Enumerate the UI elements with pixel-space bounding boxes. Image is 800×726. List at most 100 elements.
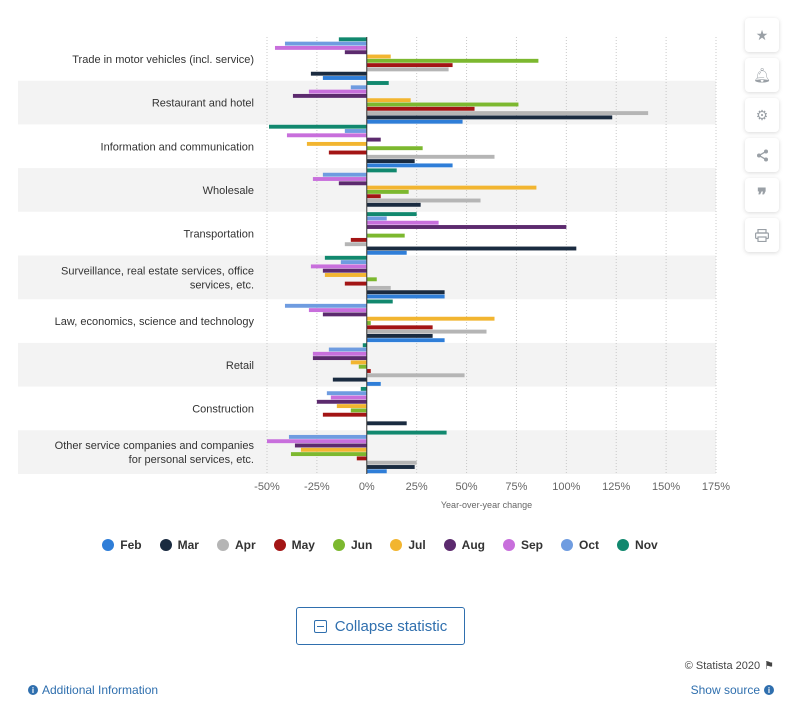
legend-label: Oct [579,538,600,552]
category-label: Law, economics, science and technology [55,316,255,328]
legend-marker [443,539,456,551]
legend-label: May [291,538,315,552]
bar [366,163,453,168]
bar [344,50,367,55]
collapse-statistic-button[interactable]: Collapse statistic [296,607,465,645]
bar [366,67,449,72]
legend-marker [503,539,515,551]
flag-icon: ⚑ [764,660,774,672]
bar [338,181,367,186]
show-source-label: Show source [690,683,760,697]
bar [366,102,519,107]
bar [366,168,397,173]
legend-label: Nov [635,538,658,552]
legend-item[interactable]: Apr [216,538,256,552]
category-label: Wholesale [203,185,254,197]
print-icon [755,228,769,242]
legend-marker [617,539,630,551]
info-icon: i [28,685,38,695]
bar [316,399,367,404]
legend-item[interactable]: Aug [443,538,485,552]
bar [362,343,367,348]
bar [322,76,367,80]
legend-item[interactable]: Mar [159,538,199,552]
bar [350,85,367,90]
legend-item[interactable]: Jun [332,538,373,552]
bar [332,377,367,382]
bar [366,202,421,207]
legend-label: Sep [521,538,544,552]
settings-button[interactable]: ⚙ [745,98,779,132]
bar [366,321,371,325]
share-button[interactable] [745,138,779,172]
bar [366,159,415,164]
print-button[interactable] [745,218,779,252]
legend-marker [390,539,403,551]
legend-item[interactable]: May [273,538,315,552]
legend-label: Jul [408,538,426,552]
bar [366,294,445,299]
bar [350,360,367,365]
legend-item[interactable]: Oct [561,538,599,552]
bar [330,395,367,400]
legend-label: Feb [120,538,142,552]
bar [366,189,409,194]
credit-text: © Statista 2020 [684,659,761,672]
favorite-button[interactable]: ★ [745,18,779,52]
bar [306,141,367,146]
legend-label: Aug [461,538,485,552]
additional-information-link[interactable]: i Additional Information [28,683,158,697]
bar [308,308,367,313]
bar [310,71,367,76]
legend-label: Jun [350,538,373,552]
bar [366,146,423,151]
legend-item[interactable]: Jul [390,538,426,552]
legend-item[interactable]: Feb [102,538,142,552]
notification-button[interactable]: 🔔︎ [745,58,779,92]
bar [326,391,367,396]
category-label: Surveillance, real estate services, offi… [61,265,254,277]
bar [366,250,407,255]
bar [288,434,367,439]
bar [366,290,445,295]
bar [338,37,367,42]
bar [366,369,371,373]
bar [366,216,387,221]
category-label: services, etc. [190,279,254,291]
bar [322,312,367,317]
x-tick-label: 150% [652,481,680,493]
chart: -50% -25% 0% 25% 50% 75% 100% 125% 150% 175% Trade… [18,37,730,510]
bar [366,198,481,203]
bar [366,465,415,469]
bar [366,212,417,217]
bar [360,386,367,391]
legend-item[interactable]: Sep [503,538,543,552]
bar [322,172,367,177]
bar [312,177,367,181]
bar [366,277,377,282]
category-label: Transportation [183,229,254,241]
x-tick-label: 75% [505,481,527,493]
bar [344,129,367,133]
quote-icon: ❞ [757,184,767,205]
x-tick-label: -50% [254,481,280,493]
x-tick-label: 25% [406,481,428,493]
bar [366,106,475,111]
minus-square-icon [313,619,327,633]
x-tick-label: 0% [359,481,375,493]
bar [284,303,367,308]
statista-credit[interactable]: © Statista 2020 ⚑ [684,659,774,673]
category-label: Construction [192,403,254,415]
category-label: Trade in motor vehicles (incl. service) [72,54,254,66]
bar [366,54,391,59]
show-source-link[interactable]: Show source i [691,683,774,697]
bar [312,356,367,361]
x-axis-title: Year-over-year change [441,500,532,510]
bar [356,456,367,461]
x-tick-label: 175% [702,481,730,493]
legend-item[interactable]: Nov [617,538,658,552]
bar [344,242,367,247]
category-label: Restaurant and hotel [152,98,254,110]
bar [366,115,613,120]
cite-button[interactable]: ❞ [745,178,779,212]
